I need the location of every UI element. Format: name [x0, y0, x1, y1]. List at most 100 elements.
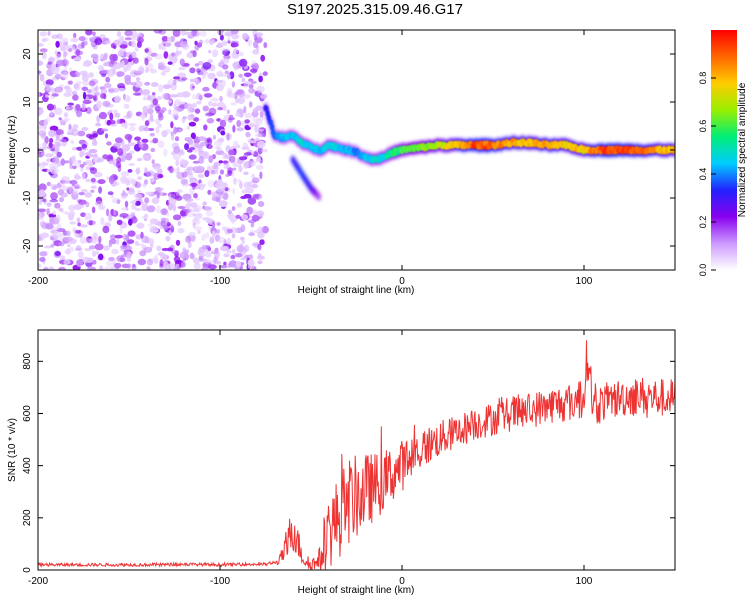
spectrogram-noise-blob [109, 112, 114, 121]
spectrogram-noise-blob [78, 36, 86, 42]
spectrogram-noise-blob [158, 123, 162, 128]
spectrogram-noise-blob [219, 95, 223, 102]
spectrogram-noise-blob [260, 54, 266, 62]
spectrogram-noise-blob [166, 212, 170, 217]
spectrogram-noise-blob [88, 149, 98, 154]
spectrogram-noise-blob [249, 68, 258, 73]
spectrogram-noise-blob [47, 31, 51, 36]
spectrogram-noise-blob [113, 39, 120, 47]
spectrogram-noise-blob [257, 243, 262, 251]
spectrogram-noise-blob [116, 255, 124, 262]
spectrogram-noise-blob [155, 205, 162, 214]
spectrogram-noise-blob [39, 31, 47, 37]
spectrogram-noise-blob [234, 97, 239, 104]
y-tick-label: 20 [22, 48, 33, 60]
spectrogram-noise-blob [105, 76, 111, 83]
spectrogram-noise-blob [65, 248, 71, 255]
spectrogram-noise-blob [193, 193, 198, 199]
spectrogram-noise-blob [254, 123, 259, 128]
spectrogram-noise-blob [163, 66, 171, 73]
spectrogram-noise-blob [106, 141, 112, 146]
spectrogram-noise-blob [215, 80, 219, 84]
spectrogram-noise-blob [163, 263, 171, 270]
spectrogram-noise-blob [167, 247, 174, 252]
spectrogram-noise-blob [123, 94, 131, 103]
spectrogram-noise-blob [193, 217, 199, 224]
spectrogram-noise-blob [121, 207, 126, 211]
spectrogram-noise-blob [144, 120, 150, 127]
spectrogram-noise-blob [70, 73, 77, 78]
spectrogram-noise-blob [190, 132, 196, 140]
spectrogram-noise-blob [188, 147, 196, 151]
spectrogram-noise-blob [38, 125, 44, 130]
spectrogram-noise-blob [92, 31, 96, 37]
spectrogram-noise-blob [170, 121, 174, 129]
spectrogram-noise-blob [240, 257, 248, 261]
spectrogram-noise-blob [98, 66, 105, 71]
spectrogram-noise-blob [247, 39, 253, 47]
spectrogram-noise-blob [186, 125, 190, 130]
spectrogram-noise-blob [68, 204, 75, 212]
spectrogram-noise-blob [218, 61, 224, 67]
spectrogram-noise-blob [46, 168, 53, 172]
spectrogram-noise-blob [237, 89, 246, 98]
spectrogram-noise-blob [126, 111, 131, 118]
y-tick-label: 10 [22, 96, 33, 108]
spectrogram-noise-blob [69, 221, 77, 225]
spectrogram-noise-blob [104, 266, 113, 270]
spectrogram-noise-blob [78, 159, 82, 164]
spectrogram-noise-blob [69, 211, 76, 217]
spectrogram-noise-blob [253, 33, 258, 42]
spectrogram-noise-blob [98, 111, 108, 120]
spectrogram-noise-blob [193, 205, 202, 213]
spectrogram-noise-blob [80, 189, 88, 193]
spectrogram-noise-blob [258, 131, 265, 138]
spectrogram-noise-blob [238, 73, 243, 78]
spectrogram-noise-blob [127, 142, 136, 147]
spectrogram-noise-blob [96, 100, 102, 109]
spectrogram-noise-blob [224, 31, 234, 37]
spectrogram-noise-blob [260, 93, 268, 99]
spectrogram-noise-blob [171, 52, 176, 57]
spectrogram-noise-blob [197, 173, 205, 179]
spectrogram-noise-blob [170, 191, 180, 200]
spectrogram-noise-blob [192, 160, 200, 164]
spectrogram-noise-blob [231, 169, 235, 178]
spectrogram-noise-blob [38, 213, 43, 218]
spectrogram-noise-blob [50, 166, 57, 175]
spectrogram-noise-blob [148, 127, 155, 132]
spectrogram-noise-blob [221, 152, 228, 157]
spectrogram-noise-blob [243, 182, 252, 190]
colorbar-tick-label: 0.4 [698, 168, 708, 181]
y-tick-label: 0 [22, 567, 33, 573]
spectrogram-noise-blob [238, 51, 244, 57]
spectrogram-noise-blob [52, 210, 57, 215]
spectrogram-noise-blob [38, 162, 41, 167]
spectrogram-noise-blob [39, 73, 45, 82]
spectrogram-noise-blob [184, 198, 194, 202]
spectrogram-noise-blob [160, 208, 168, 216]
spectrogram-noise-blob [206, 138, 211, 143]
spectrogram-noise-blob [71, 179, 76, 187]
spectrogram-noise-blob [109, 234, 117, 240]
spectrogram-noise-blob [202, 105, 209, 112]
spectrogram-noise-blob [243, 93, 251, 99]
spectrogram-noise-blob [94, 37, 103, 46]
spectrogram-noise-blob [248, 140, 257, 144]
spectrogram-noise-blob [121, 60, 125, 69]
spectrogram-noise-blob [68, 123, 72, 130]
spectrogram-noise-blob [42, 198, 47, 203]
spectrogram-noise-blob [63, 259, 71, 265]
spectrogram-noise-blob [187, 114, 195, 121]
spectrogram-noise-blob [75, 104, 81, 111]
spectrogram-noise-blob [132, 263, 136, 268]
spectrogram-noise-blob [252, 30, 258, 38]
spectrogram-noise-blob [39, 257, 46, 262]
spectrogram-noise-blob [222, 192, 229, 201]
spectrogram-noise-blob [185, 235, 191, 243]
spectrogram-noise-blob [154, 53, 163, 60]
spectrogram-noise-blob [220, 130, 226, 136]
spectrogram-noise-blob [235, 214, 241, 219]
spectrogram-noise-blob [75, 185, 81, 190]
